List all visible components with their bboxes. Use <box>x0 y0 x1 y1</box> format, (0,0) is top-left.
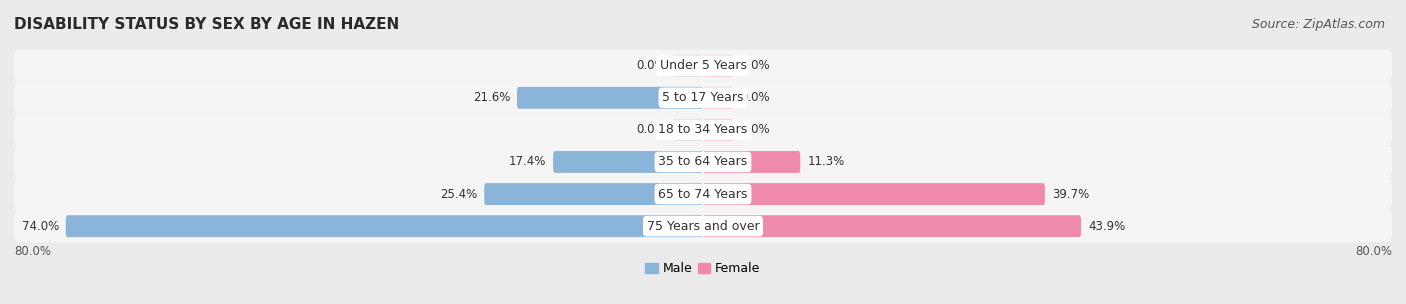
FancyBboxPatch shape <box>14 210 1392 242</box>
Text: 21.6%: 21.6% <box>472 91 510 104</box>
FancyBboxPatch shape <box>553 151 703 173</box>
Text: 0.0%: 0.0% <box>637 59 666 72</box>
Text: 0.0%: 0.0% <box>740 123 769 136</box>
FancyBboxPatch shape <box>14 178 1392 210</box>
FancyBboxPatch shape <box>703 215 1081 237</box>
FancyBboxPatch shape <box>14 82 1392 114</box>
FancyBboxPatch shape <box>703 87 733 109</box>
FancyBboxPatch shape <box>14 146 1392 178</box>
Text: 35 to 64 Years: 35 to 64 Years <box>658 155 748 168</box>
FancyBboxPatch shape <box>703 151 800 173</box>
Text: Under 5 Years: Under 5 Years <box>659 59 747 72</box>
Text: 25.4%: 25.4% <box>440 188 478 201</box>
Text: 75 Years and over: 75 Years and over <box>647 220 759 233</box>
FancyBboxPatch shape <box>66 215 703 237</box>
FancyBboxPatch shape <box>14 114 1392 146</box>
Text: 5 to 17 Years: 5 to 17 Years <box>662 91 744 104</box>
Text: 43.9%: 43.9% <box>1088 220 1125 233</box>
Text: 0.0%: 0.0% <box>637 123 666 136</box>
Text: 39.7%: 39.7% <box>1052 188 1090 201</box>
FancyBboxPatch shape <box>673 119 703 141</box>
Legend: Male, Female: Male, Female <box>641 257 765 280</box>
Text: 74.0%: 74.0% <box>21 220 59 233</box>
Text: 0.0%: 0.0% <box>740 59 769 72</box>
Text: 80.0%: 80.0% <box>14 245 51 258</box>
FancyBboxPatch shape <box>14 50 1392 82</box>
Text: 17.4%: 17.4% <box>509 155 547 168</box>
Text: Source: ZipAtlas.com: Source: ZipAtlas.com <box>1251 18 1385 31</box>
FancyBboxPatch shape <box>703 55 733 77</box>
Text: 18 to 34 Years: 18 to 34 Years <box>658 123 748 136</box>
FancyBboxPatch shape <box>673 55 703 77</box>
Text: DISABILITY STATUS BY SEX BY AGE IN HAZEN: DISABILITY STATUS BY SEX BY AGE IN HAZEN <box>14 17 399 32</box>
FancyBboxPatch shape <box>703 183 1045 205</box>
FancyBboxPatch shape <box>484 183 703 205</box>
FancyBboxPatch shape <box>517 87 703 109</box>
Text: 80.0%: 80.0% <box>1355 245 1392 258</box>
Text: 65 to 74 Years: 65 to 74 Years <box>658 188 748 201</box>
Text: 0.0%: 0.0% <box>740 91 769 104</box>
Text: 11.3%: 11.3% <box>807 155 845 168</box>
FancyBboxPatch shape <box>703 119 733 141</box>
